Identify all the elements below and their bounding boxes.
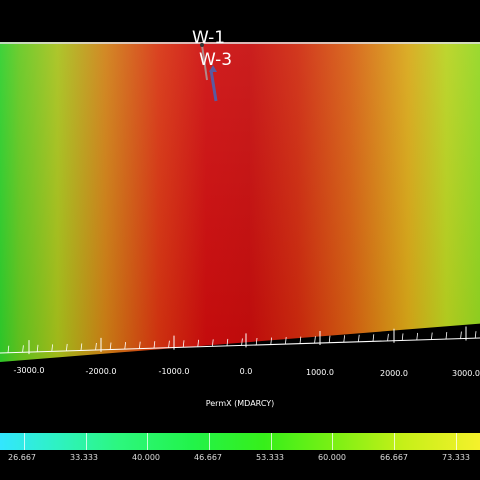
ruler-minor-tick [372,334,375,342]
ruler-minor-tick [431,332,433,340]
colorbar-tick [24,433,25,450]
colorbar-tick [209,433,210,450]
colorbar-label: 26.667 [8,453,36,462]
colorbar [0,433,480,450]
well-label-w1[interactable]: W-1 [192,28,226,48]
colorbar-tick [456,433,457,450]
axis-tick-label: -2000.0 [85,367,117,376]
ruler-minor-tick [314,336,316,344]
colorbar-label: 46.667 [194,453,222,462]
colorbar-tick [86,433,87,450]
colorbar-label: 73.333 [442,453,470,462]
colorbar-tick [147,433,148,450]
colorbar-label: 60.000 [318,453,346,462]
axis-tick-label: 1000.0 [306,368,334,377]
surface-top-edge [0,42,480,44]
ruler-minor-tick [474,331,477,339]
colorbar-label: 33.333 [70,453,98,462]
axis-tick-label: 2000.0 [380,369,408,378]
axis-tick-label: -1000.0 [158,367,190,376]
axis-tick-label: 3000.0 [452,369,480,378]
ruler-minor-tick [416,332,418,341]
permx-property-surface[interactable] [0,42,480,362]
ruler-minor-tick [445,332,448,340]
ruler-minor-tick [328,335,331,343]
axis-tick-label: -3000.0 [13,366,45,375]
colorbar-tick [332,433,333,450]
axis-tick-label: 0.0 [239,367,253,376]
colorbar-label: 40.000 [132,453,160,462]
ruler-minor-tick [358,334,360,342]
axis-title: PermX (MDARCY) [205,399,275,408]
ruler-minor-tick [387,333,389,341]
colorbar-label: 66.667 [380,453,408,462]
ruler-minor-tick [460,331,462,339]
colorbar-tick [394,433,395,450]
colorbar-tick [271,433,272,450]
colorbar-label: 53.333 [256,453,284,462]
ruler-minor-tick [401,333,404,341]
ruler-minor-tick [343,335,345,343]
well-label-w3[interactable]: W-3 [199,50,233,70]
